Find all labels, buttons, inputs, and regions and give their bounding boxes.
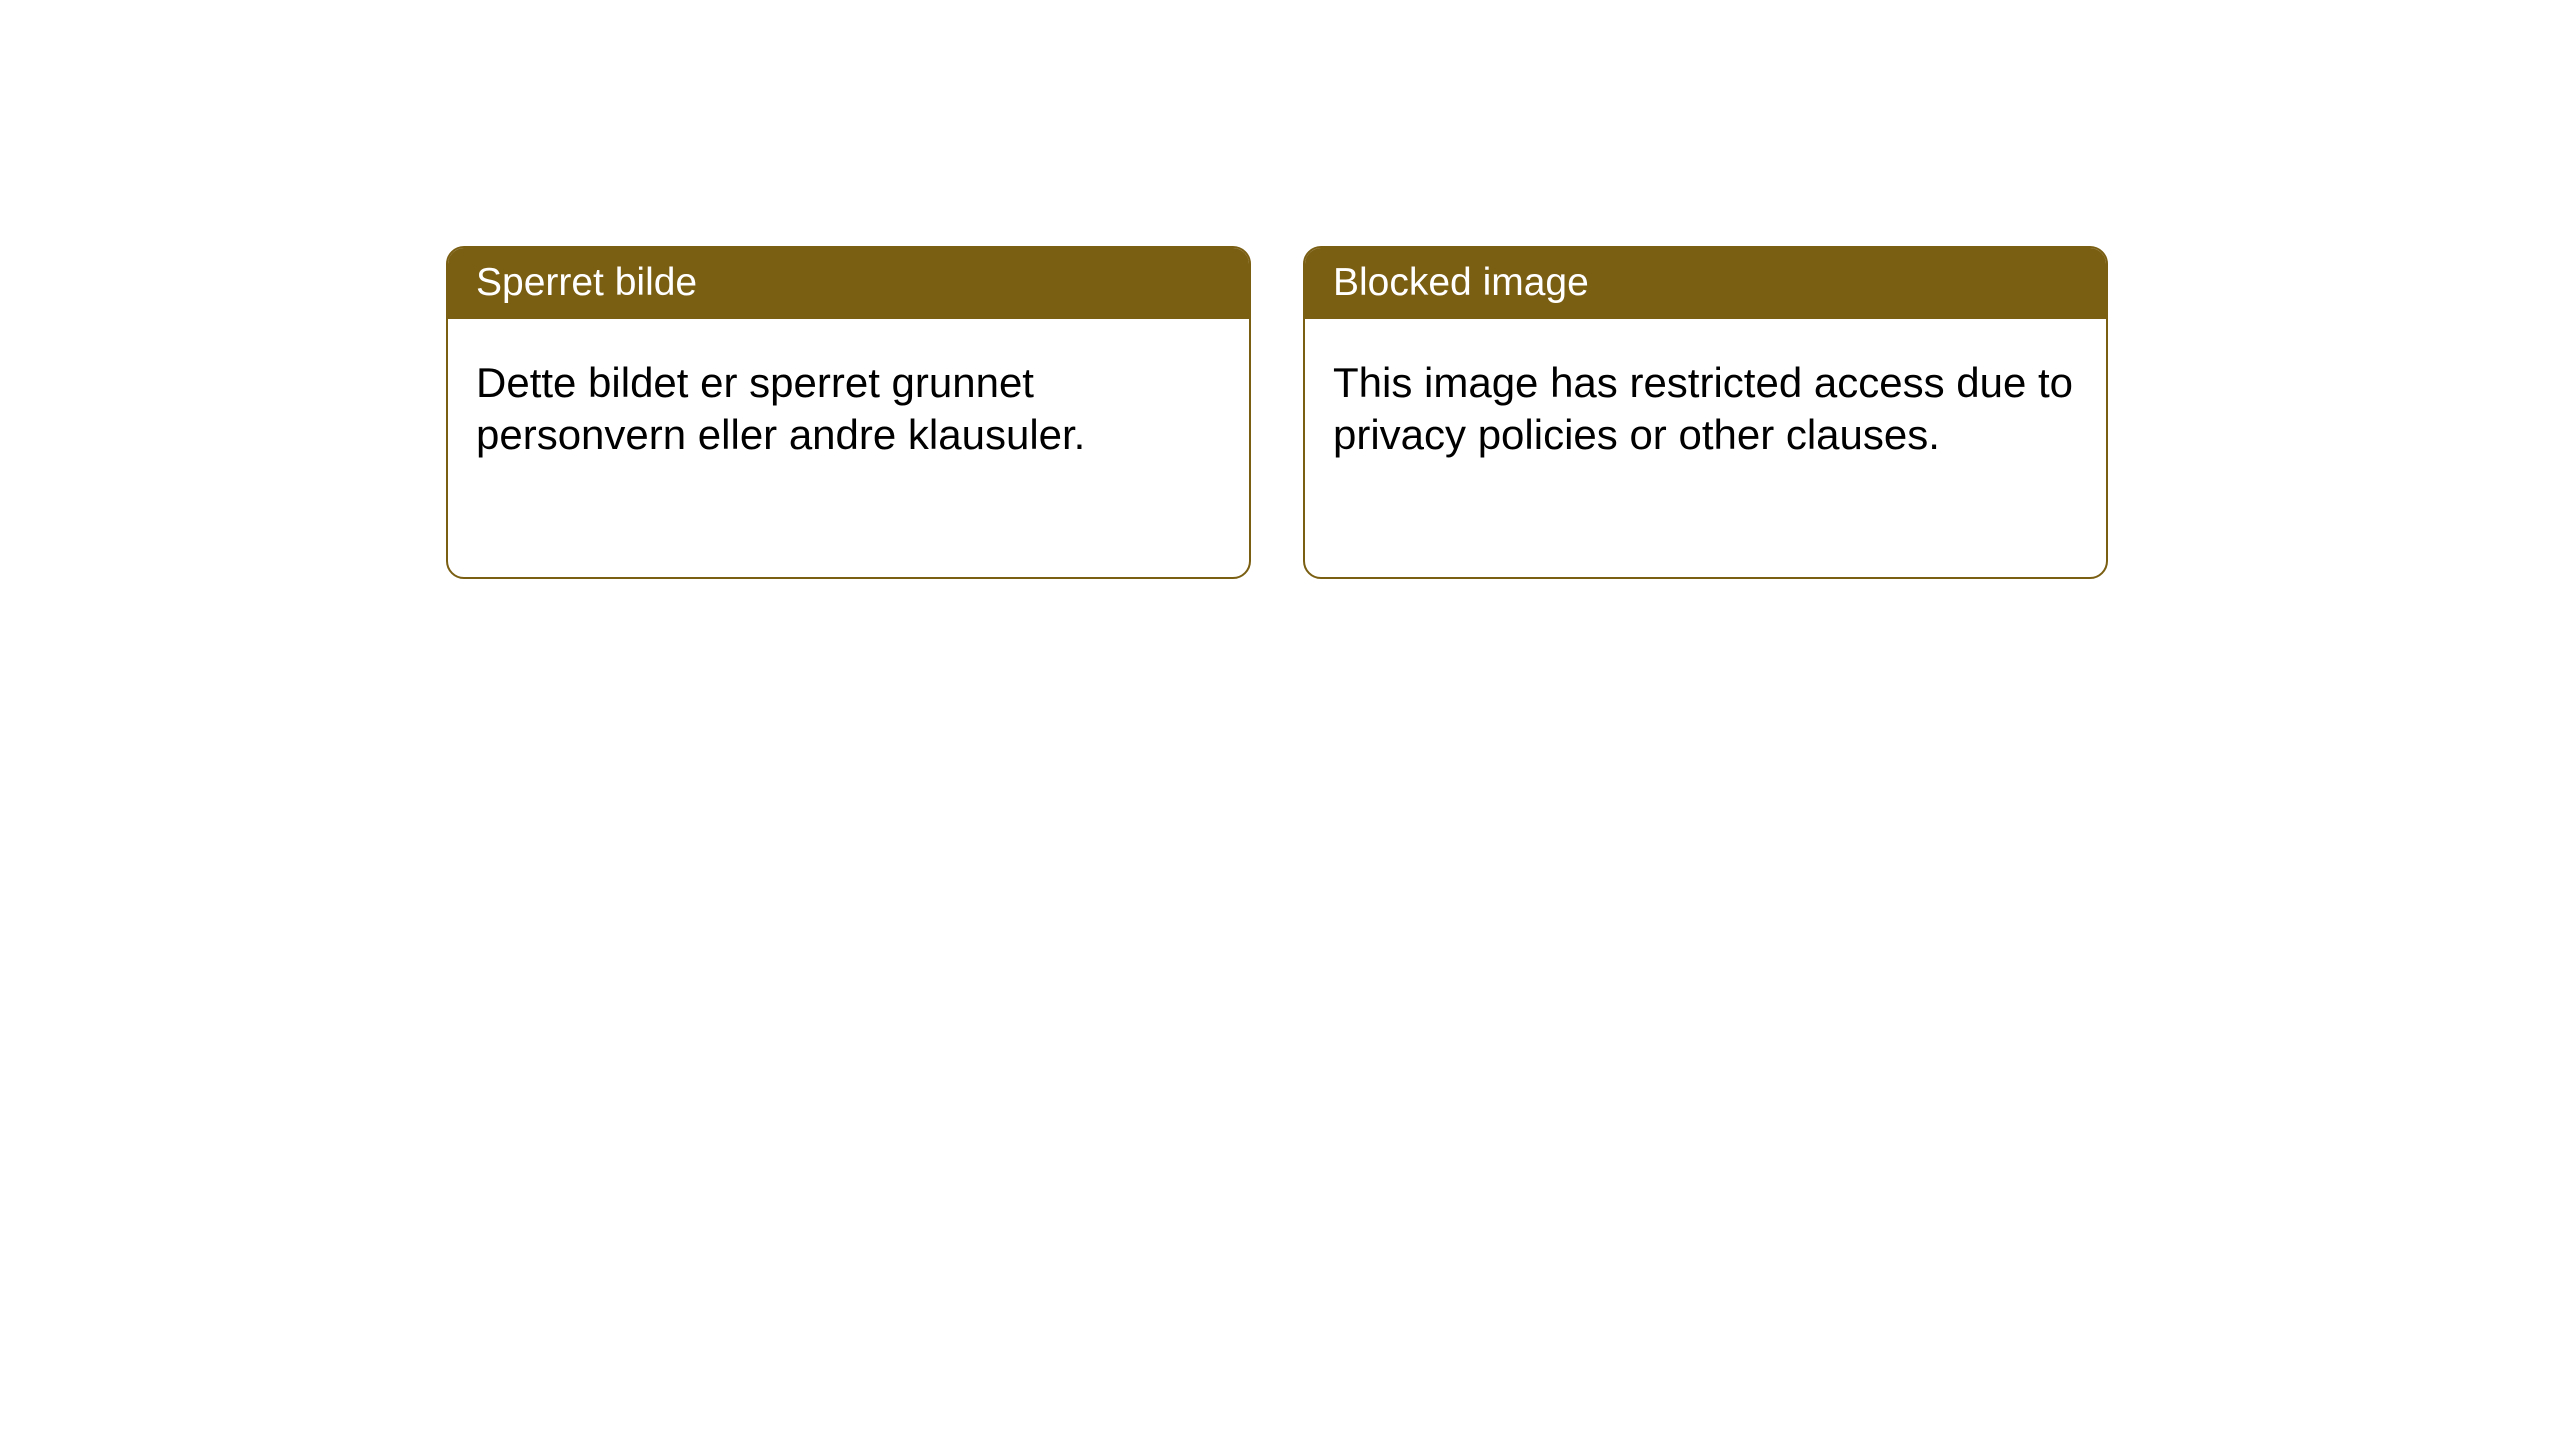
card-header-no: Sperret bilde — [448, 248, 1249, 319]
blocked-image-card-en: Blocked image This image has restricted … — [1303, 246, 2108, 579]
blocked-image-card-no: Sperret bilde Dette bildet er sperret gr… — [446, 246, 1251, 579]
card-header-en: Blocked image — [1305, 248, 2106, 319]
card-body-en: This image has restricted access due to … — [1305, 319, 2106, 500]
card-body-no: Dette bildet er sperret grunnet personve… — [448, 319, 1249, 500]
notice-container: Sperret bilde Dette bildet er sperret gr… — [446, 246, 2108, 579]
